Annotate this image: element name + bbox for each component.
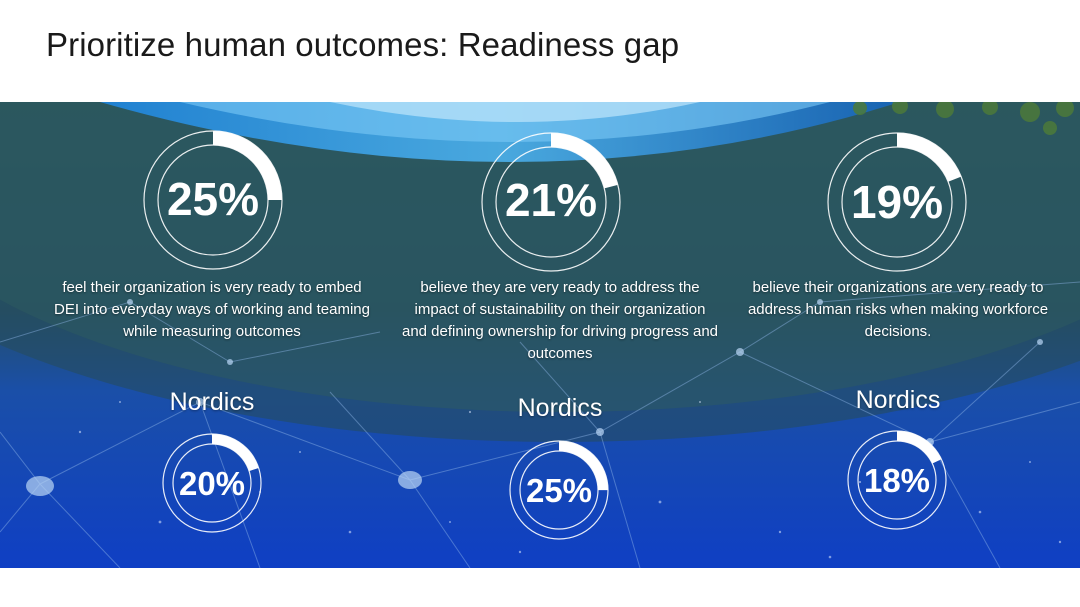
stat-description-3: believe their organizations are very rea… bbox=[747, 279, 1049, 340]
stat-description-1: feel their organization is very ready to… bbox=[54, 279, 370, 340]
region-ring-3 bbox=[847, 430, 947, 530]
global-ring-1 bbox=[143, 130, 283, 270]
ring-progress-arc bbox=[848, 431, 946, 529]
background-banner: 25% feel their organization is very read… bbox=[0, 102, 1080, 568]
global-ring-2 bbox=[481, 132, 621, 272]
global-ring-3 bbox=[827, 132, 967, 272]
ring-progress-arc bbox=[163, 434, 261, 532]
region-percent-1: 20% bbox=[178, 465, 246, 502]
slide-footer bbox=[0, 568, 1080, 607]
slide-title: Prioritize human outcomes: Readiness gap bbox=[46, 26, 680, 63]
ring-progress-arc bbox=[144, 131, 282, 269]
ring-progress-arc bbox=[482, 133, 620, 271]
region-label-2: Nordics bbox=[517, 394, 603, 422]
region-percent-3: 18% bbox=[863, 462, 931, 499]
region-ring-2 bbox=[509, 440, 609, 540]
region-ring-1 bbox=[162, 433, 262, 533]
region-label-3: Nordics bbox=[855, 386, 941, 414]
global-percent-2: 21% bbox=[504, 174, 598, 226]
global-percent-3: 19% bbox=[850, 176, 944, 228]
global-percent-1: 25% bbox=[166, 173, 260, 225]
region-label-1: Nordics bbox=[169, 388, 255, 416]
region-percent-2: 25% bbox=[525, 472, 593, 509]
stat-description-2: believe they are very ready to address t… bbox=[401, 279, 719, 362]
ring-outer-outline bbox=[162, 433, 262, 533]
ring-progress-arc bbox=[828, 133, 966, 271]
ring-progress-arc bbox=[510, 441, 608, 539]
